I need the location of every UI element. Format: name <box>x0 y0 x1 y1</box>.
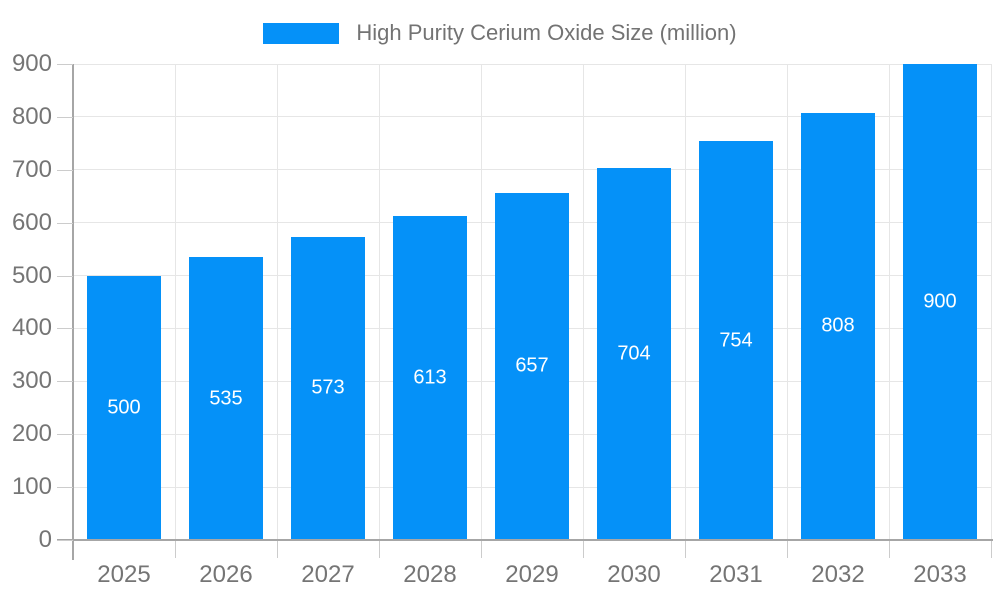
gridline-v <box>378 64 380 540</box>
legend-swatch-icon <box>263 22 340 44</box>
bar-2029[interactable]: 657 <box>495 192 569 540</box>
y-axis-label: 100 <box>11 473 52 501</box>
x-axis-label: 2028 <box>403 561 457 588</box>
bar-2028[interactable]: 613 <box>393 215 467 540</box>
y-axis-label: 800 <box>11 102 52 130</box>
x-axis-tick <box>889 541 890 558</box>
x-axis-tick <box>583 541 584 558</box>
x-axis-label: 2032 <box>811 561 865 588</box>
gridline-v <box>582 64 584 540</box>
bar-value-label: 808 <box>821 314 855 337</box>
x-axis-tick <box>685 541 686 558</box>
x-axis-tick <box>277 541 278 558</box>
gridline-v <box>990 64 992 540</box>
y-axis-label: 0 <box>38 526 52 553</box>
y-axis-tick <box>57 487 73 488</box>
x-axis-tick <box>787 541 788 558</box>
gridline-h <box>73 63 991 65</box>
bar-value-label: 900 <box>923 290 957 313</box>
y-axis-tick <box>57 540 73 541</box>
bar-value-label: 535 <box>209 387 243 410</box>
x-axis-line <box>57 539 993 541</box>
y-axis-label: 300 <box>11 367 52 395</box>
gridline-h <box>73 116 991 118</box>
plot-area: 500 535 573 613 657 704 754 808 900 <box>73 63 992 540</box>
x-axis-label: 2033 <box>913 561 967 588</box>
y-axis-tick <box>57 170 73 171</box>
bar-value-label: 613 <box>413 366 447 389</box>
y-axis-tick <box>57 276 73 277</box>
y-axis-tick <box>57 223 73 224</box>
x-axis-label: 2030 <box>607 561 661 588</box>
gridline-v <box>174 64 176 540</box>
bar-2026[interactable]: 535 <box>189 257 263 540</box>
x-axis-label: 2027 <box>301 561 355 588</box>
x-axis-label: 2025 <box>97 561 151 588</box>
legend-label: High Purity Cerium Oxide Size (million) <box>356 20 737 45</box>
gridline-v <box>480 64 482 540</box>
gridline-v <box>786 64 788 540</box>
y-axis-line <box>72 64 74 560</box>
y-axis-tick <box>57 117 73 118</box>
bar-value-label: 754 <box>719 329 753 352</box>
y-axis-tick <box>57 64 73 65</box>
x-axis-tick <box>379 541 380 558</box>
bar-value-label: 704 <box>617 342 651 365</box>
bar-2027[interactable]: 573 <box>291 236 365 540</box>
gridline-v <box>684 64 686 540</box>
bar-2033[interactable]: 900 <box>903 64 977 540</box>
gridline-v <box>888 64 890 540</box>
x-axis-label: 2031 <box>709 561 763 588</box>
x-axis-tick <box>175 541 176 558</box>
y-axis-tick <box>57 381 73 382</box>
y-axis-tick <box>57 328 73 329</box>
x-axis-tick <box>481 541 482 558</box>
y-axis-label: 200 <box>11 420 52 448</box>
y-axis-tick <box>57 434 73 435</box>
y-axis-label: 900 <box>11 50 52 77</box>
bar-2032[interactable]: 808 <box>801 112 875 540</box>
y-axis-label: 500 <box>11 261 52 289</box>
bar-value-label: 573 <box>311 376 345 399</box>
bar-2031[interactable]: 754 <box>699 141 773 540</box>
gridline-v <box>276 64 278 540</box>
x-axis-label: 2026 <box>199 561 253 588</box>
bar-2025[interactable]: 500 <box>87 275 161 540</box>
bar-2030[interactable]: 704 <box>597 167 671 540</box>
bar-value-label: 500 <box>107 396 141 419</box>
legend[interactable]: High Purity Cerium Oxide Size (million) <box>0 20 1000 46</box>
gridline-h <box>73 169 991 171</box>
x-axis-label: 2029 <box>505 561 559 588</box>
x-axis-tick <box>991 541 992 558</box>
bar-value-label: 657 <box>515 354 549 377</box>
y-axis-label: 600 <box>11 208 52 236</box>
y-axis-label: 400 <box>11 314 52 342</box>
y-axis-label: 700 <box>11 155 52 183</box>
